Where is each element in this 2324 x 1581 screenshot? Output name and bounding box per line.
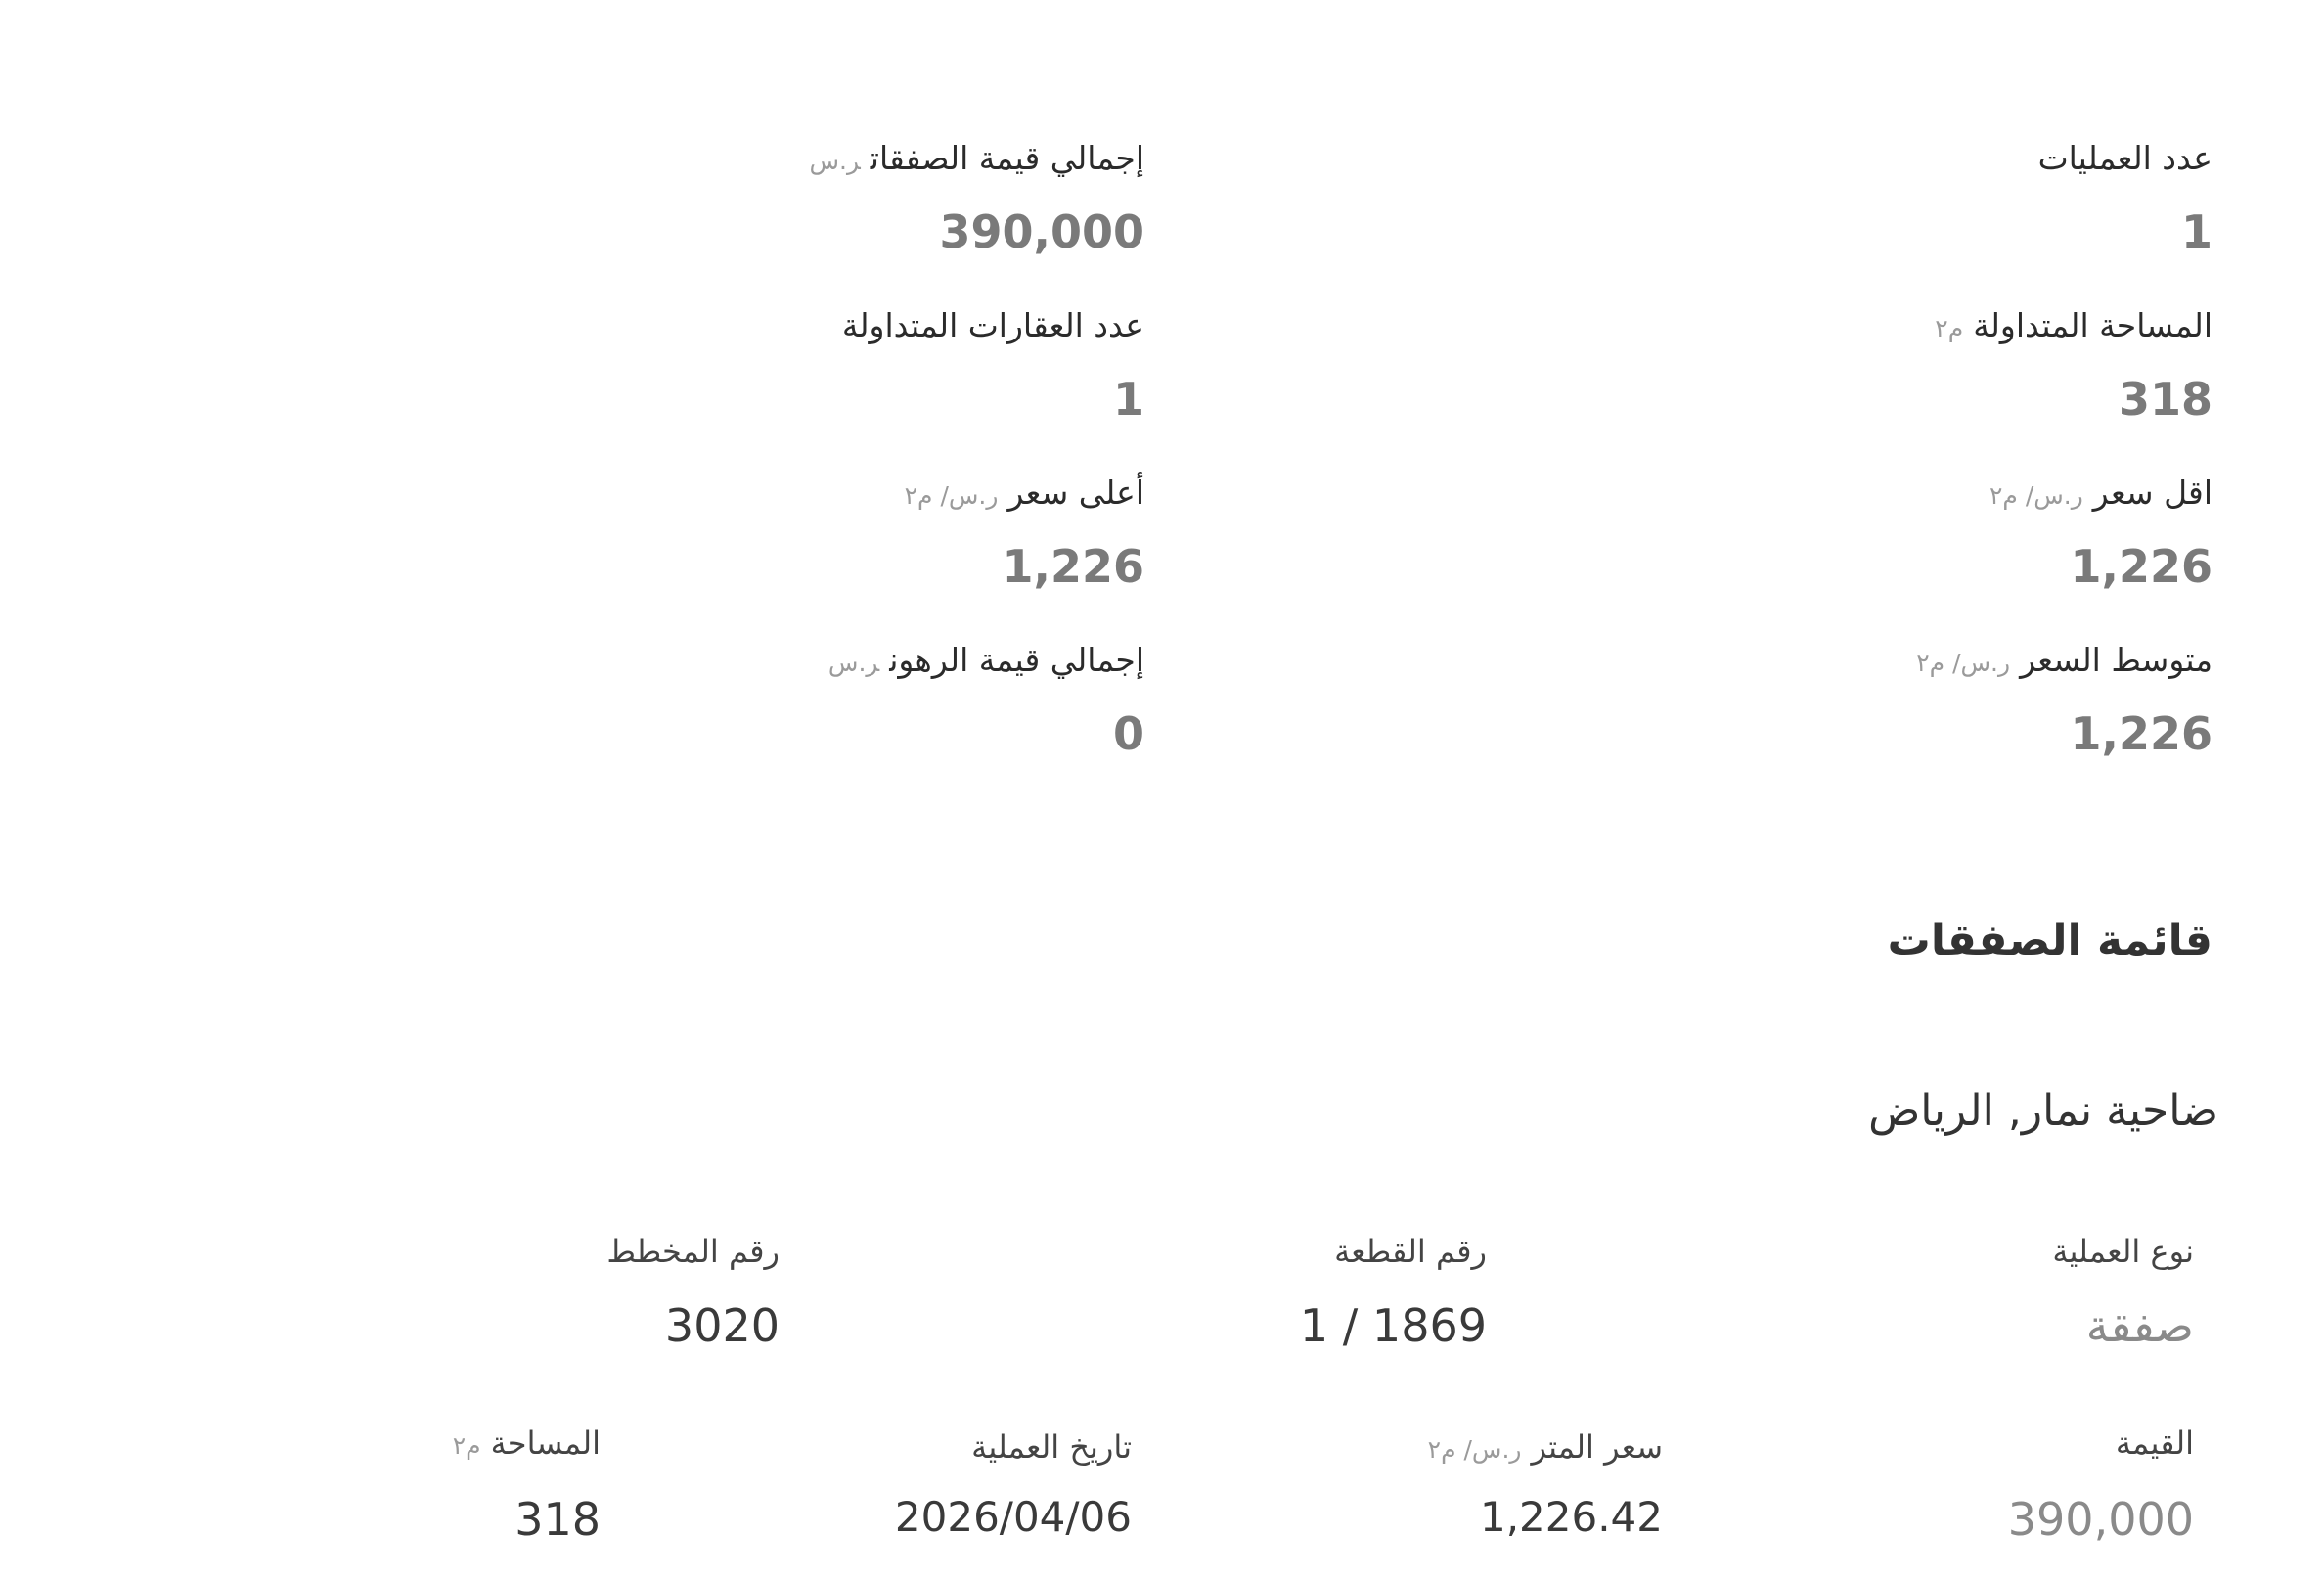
stat-label-traded-area: المساحة المتداولة م٢ [1935,309,2212,341]
deal-value-scheme-number: 3020 [664,1299,780,1352]
deal-value-type: صفقة [2085,1299,2194,1352]
deal-label-text: المساحة [490,1424,601,1462]
stat-value-max-price: 1,226 [1002,540,1144,593]
deals-list-title: قائمة الصفقات [1887,916,2212,966]
deal-label-scheme-number: رقم المخطط [606,1233,780,1270]
stat-unit: ر.س/ م٢ [904,481,999,510]
deal-unit: ر.س/ م٢ [1427,1435,1522,1464]
deal-label-type: نوع العملية [2052,1233,2194,1270]
stat-label-text: متوسط السعر [2020,641,2212,679]
stat-label-total-deals-value: إجمالي قيمة الصفقات ر.س [810,142,1144,174]
stat-unit: ر.س [809,147,861,175]
stat-value-avg-price: 1,226 [2070,707,2212,760]
stat-value-transactions-count: 1 [2180,205,2212,258]
stat-label-max-price: أعلى سعر ر.س/ م٢ [905,476,1144,509]
deal-value-value: 390,000 [2007,1493,2194,1546]
stat-unit: ر.س/ م٢ [1989,481,2083,510]
stat-label-transactions-count: عدد العمليات [2038,142,2212,174]
stat-label-text: اقل سعر [2092,474,2212,512]
stat-label-text: إجمالي قيمة الرهون [889,641,1144,679]
deal-location: ضاحية نمار, الرياض [1868,1086,2218,1136]
deal-label-text: سعر المتر [1531,1428,1663,1466]
deal-label-price-per-meter: سعر المتر ر.س/ م٢ [1428,1431,1663,1463]
stat-label-text: عدد العمليات [2037,139,2212,177]
stat-label-text: أعلى سعر [1007,474,1144,512]
stat-label-text: المساحة المتداولة [1973,306,2212,344]
deal-unit: م٢ [452,1431,481,1460]
stat-value-traded-area: 318 [2118,373,2212,426]
stat-unit: م٢ [1935,314,1964,342]
stat-label-traded-properties: عدد العقارات المتداولة [842,309,1144,341]
deal-value-date: 2026/04/06 [894,1493,1132,1541]
stat-label-min-price: اقل سعر ر.س/ م٢ [1989,476,2212,509]
deal-label-date: تاريخ العملية [971,1428,1132,1466]
deal-value-price-per-meter: 1,226.42 [1479,1493,1663,1541]
stat-value-traded-properties: 1 [1112,373,1144,426]
deal-label-value: القيمة [2115,1424,2194,1462]
stat-label-text: عدد العقارات المتداولة [841,306,1144,344]
stat-value-total-mortgages: 0 [1112,707,1144,760]
deal-value-area: 318 [514,1493,601,1546]
stat-value-total-deals-value: 390,000 [939,205,1144,258]
deal-label-plot-number: رقم القطعة [1334,1233,1487,1270]
deal-value-plot-number: 1 / 1869 [1299,1299,1487,1352]
deal-label-area: المساحة م٢ [453,1427,601,1459]
stat-unit: ر.س/ م٢ [1916,649,2011,677]
stat-label-avg-price: متوسط السعر ر.س/ م٢ [1916,644,2212,676]
stat-label-total-mortgages: إجمالي قيمة الرهون ر.س [828,644,1144,676]
stat-value-min-price: 1,226 [2070,540,2212,593]
stat-label-text: إجمالي قيمة الصفقات [870,139,1144,177]
stat-unit: ر.س [827,649,880,677]
